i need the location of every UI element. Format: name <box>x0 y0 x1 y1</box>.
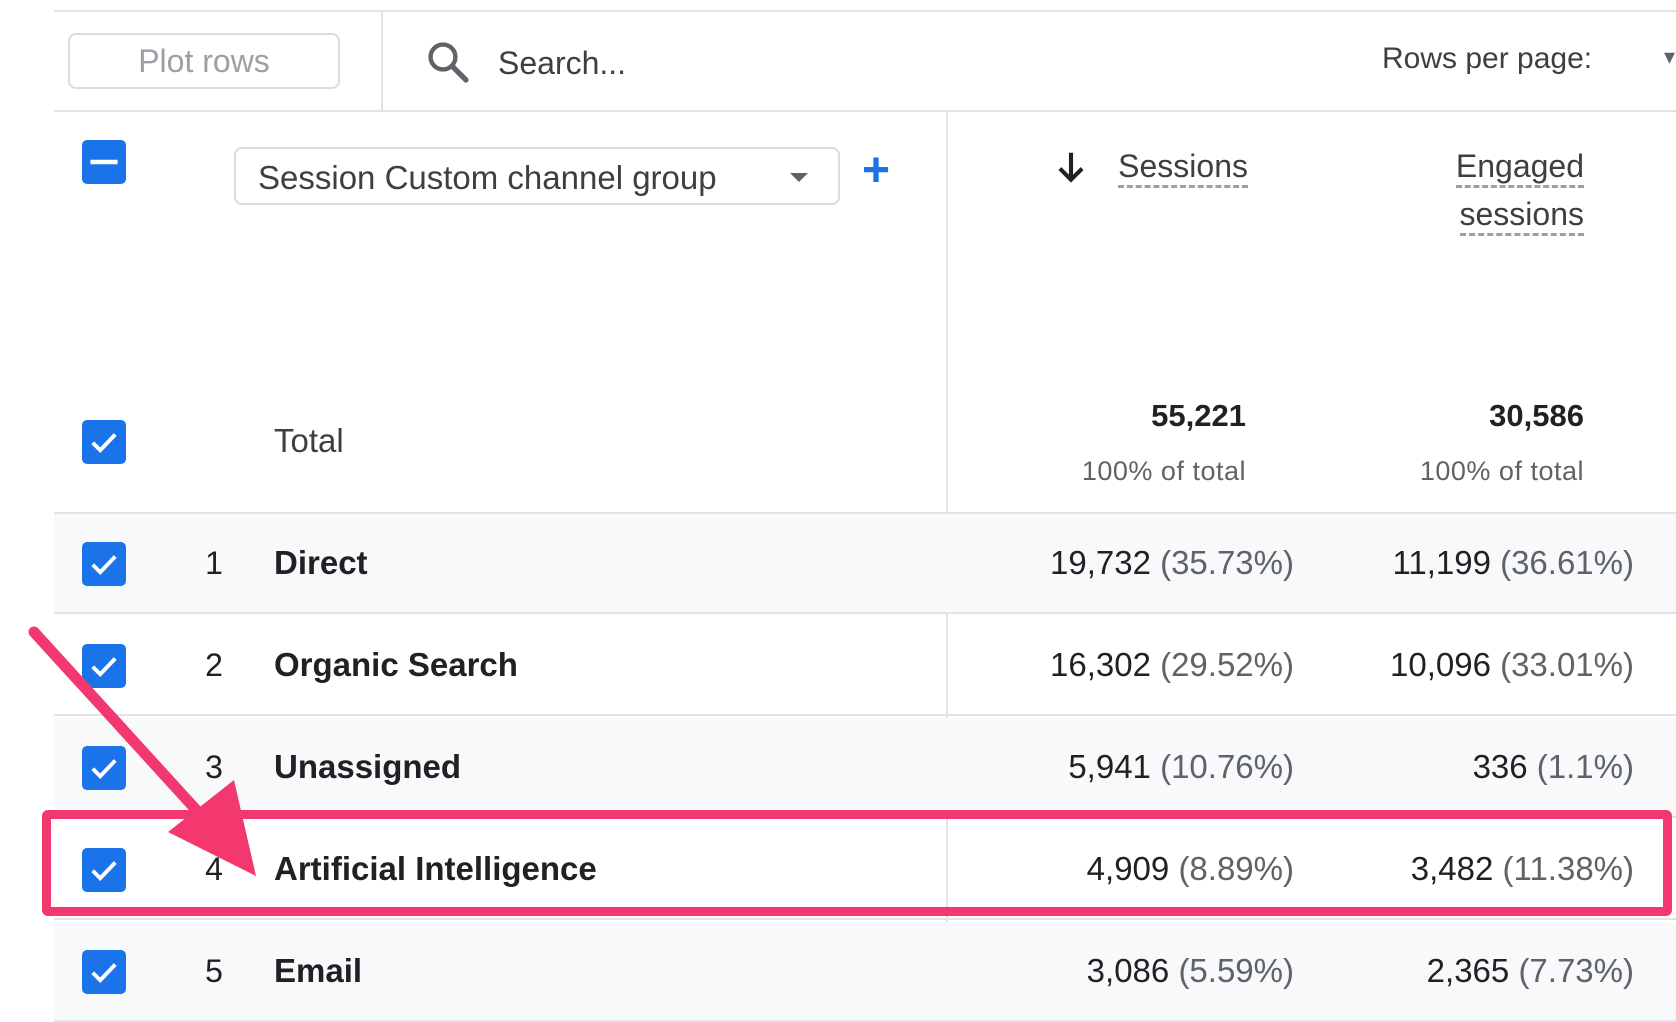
engaged-value: 11,199 <box>1392 544 1491 581</box>
sessions-value: 5,941 <box>1068 748 1151 785</box>
engaged-pct: (7.73%) <box>1518 952 1634 989</box>
row-index: 5 <box>205 953 223 989</box>
row-index: 1 <box>205 545 223 581</box>
row-engaged: 3,482 (11.38%) <box>1294 850 1634 888</box>
sessions-value: 3,086 <box>1086 952 1170 989</box>
row-engaged: 336 (1.1%) <box>1294 748 1634 786</box>
row-index: 4 <box>205 851 223 887</box>
engaged-pct: (11.38%) <box>1502 850 1634 887</box>
engaged-value: 3,482 <box>1410 850 1494 887</box>
row-sessions: 3,086 (5.59%) <box>954 952 1294 990</box>
row-engaged: 11,199 (36.61%) <box>1294 544 1634 582</box>
row-dimension: Email <box>274 952 363 989</box>
search-input[interactable] <box>498 40 1018 86</box>
sessions-pct: (5.59%) <box>1178 952 1294 989</box>
total-sessions: 55,221 <box>1151 398 1246 433</box>
engaged-value: 336 <box>1472 748 1528 785</box>
rows-per-page-select[interactable]: ▾ <box>1664 44 1676 69</box>
arrow-down-icon[interactable] <box>1052 146 1090 188</box>
row-dimension: Organic Search <box>274 646 518 683</box>
minus-icon <box>90 159 118 165</box>
plus-icon[interactable]: + <box>861 144 891 197</box>
total-divider <box>54 512 1676 514</box>
check-icon <box>91 963 117 984</box>
dimension-label: Session Custom channel group <box>258 159 717 196</box>
row-engaged: 2,365 (7.73%) <box>1294 952 1634 990</box>
engaged-pct: (36.61%) <box>1500 544 1634 581</box>
table-row[interactable]: 3 Unassigned 5,941 (10.76%) 336 (1.1%) <box>54 718 1676 818</box>
rows-per-page-label: Rows per page: <box>1382 42 1593 75</box>
engaged-value: 10,096 <box>1389 646 1491 683</box>
table-row[interactable]: 4 Artificial Intelligence 4,909 (8.89%) … <box>54 820 1676 920</box>
check-icon <box>91 657 117 678</box>
check-icon <box>91 555 117 576</box>
annotation-arrow-icon <box>28 626 256 876</box>
row-dimension: Artificial Intelligence <box>274 850 597 887</box>
row-sessions: 16,302 (29.52%) <box>954 646 1294 684</box>
total-engaged: 30,586 <box>1489 398 1584 433</box>
caret-down-icon <box>790 173 808 182</box>
row-checkbox[interactable] <box>82 542 126 586</box>
total-engaged-pct: 100% of total <box>1419 456 1584 486</box>
row-checkbox[interactable] <box>82 848 126 892</box>
total-sessions-pct: 100% of total <box>1081 456 1246 486</box>
row-sessions: 4,909 (8.89%) <box>954 850 1294 888</box>
highlight-box <box>42 810 1672 916</box>
row-checkbox[interactable] <box>82 950 126 994</box>
plot-rows-button[interactable]: Plot rows <box>68 33 340 89</box>
row-engaged: 10,096 (33.01%) <box>1294 646 1634 684</box>
toolbar-top-divider <box>54 10 1676 12</box>
row-checkbox[interactable] <box>82 746 126 790</box>
sessions-pct: (35.73%) <box>1160 544 1294 581</box>
engaged-value: 2,365 <box>1426 952 1510 989</box>
toolbar-bottom-divider <box>54 110 1676 112</box>
table-row[interactable]: 1 Direct 19,732 (35.73%) 11,199 (36.61%) <box>54 514 1676 614</box>
sessions-pct: (10.76%) <box>1160 748 1294 785</box>
row-sessions: 5,941 (10.76%) <box>954 748 1294 786</box>
engaged-header-line2: sessions <box>1459 196 1584 236</box>
engaged-sessions-column-header[interactable]: Engaged sessions <box>1420 142 1584 238</box>
row-sessions: 19,732 (35.73%) <box>954 544 1294 582</box>
engaged-header-line1: Engaged <box>1455 148 1584 188</box>
row-dimension: Unassigned <box>274 748 462 785</box>
check-icon <box>91 433 117 454</box>
total-label: Total <box>274 422 344 459</box>
table-row[interactable]: 2 Organic Search 16,302 (29.52%) 10,096 … <box>54 616 1676 716</box>
sessions-value: 4,909 <box>1086 850 1170 887</box>
row-checkbox[interactable] <box>82 644 126 688</box>
select-all-checkbox[interactable] <box>82 140 126 184</box>
sessions-header-label: Sessions <box>1118 148 1248 188</box>
toolbar-divider <box>381 12 383 111</box>
row-index: 2 <box>205 647 223 683</box>
search-icon[interactable] <box>424 38 472 86</box>
check-icon <box>91 759 117 780</box>
dimension-dropdown[interactable]: Session Custom channel group <box>234 147 840 205</box>
sessions-column-header[interactable]: Sessions <box>1100 142 1248 190</box>
sessions-pct: (29.52%) <box>1160 646 1294 683</box>
engaged-pct: (1.1%) <box>1536 748 1634 785</box>
row-dimension: Direct <box>274 544 368 581</box>
check-icon <box>91 861 117 882</box>
total-checkbox[interactable] <box>82 420 126 464</box>
sessions-value: 16,302 <box>1049 646 1151 683</box>
table-row[interactable]: 5 Email 3,086 (5.59%) 2,365 (7.73%) <box>54 922 1676 1022</box>
row-index: 3 <box>205 749 223 785</box>
sessions-value: 19,732 <box>1049 544 1151 581</box>
sessions-pct: (8.89%) <box>1178 850 1294 887</box>
engaged-pct: (33.01%) <box>1500 646 1634 683</box>
